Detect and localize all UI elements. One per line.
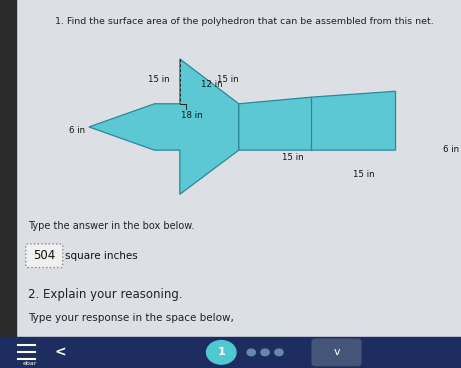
Text: Type your response in the space below,: Type your response in the space below,	[28, 313, 234, 323]
Text: 15 in: 15 in	[218, 75, 239, 84]
Circle shape	[261, 349, 269, 355]
Text: 1. Find the surface area of the polyhedron that can be assembled from this net.: 1. Find the surface area of the polyhedr…	[55, 17, 434, 25]
Text: 6 in: 6 in	[443, 145, 459, 153]
Text: square inches: square inches	[65, 251, 138, 261]
Text: 12 in: 12 in	[201, 80, 222, 89]
FancyBboxPatch shape	[26, 244, 63, 268]
Text: v: v	[333, 347, 340, 357]
Circle shape	[275, 349, 283, 355]
Polygon shape	[239, 91, 396, 150]
Text: 504: 504	[33, 249, 55, 262]
Text: 15 in: 15 in	[354, 170, 375, 178]
FancyBboxPatch shape	[312, 339, 361, 366]
Circle shape	[207, 341, 236, 364]
Circle shape	[247, 349, 255, 355]
Text: 18 in: 18 in	[181, 112, 202, 120]
Text: Type the answer in the box below.: Type the answer in the box below.	[28, 221, 194, 231]
Text: 15 in: 15 in	[282, 153, 303, 162]
Bar	[0, 0, 16, 368]
Bar	[0, 337, 461, 368]
Text: 6 in: 6 in	[69, 126, 85, 135]
Text: <: <	[54, 345, 66, 360]
Text: 15 in: 15 in	[148, 75, 170, 84]
Polygon shape	[89, 59, 239, 194]
Text: 2. Explain your reasoning.: 2. Explain your reasoning.	[28, 288, 182, 301]
Text: ebar: ebar	[22, 361, 36, 366]
Text: 1: 1	[218, 347, 225, 357]
